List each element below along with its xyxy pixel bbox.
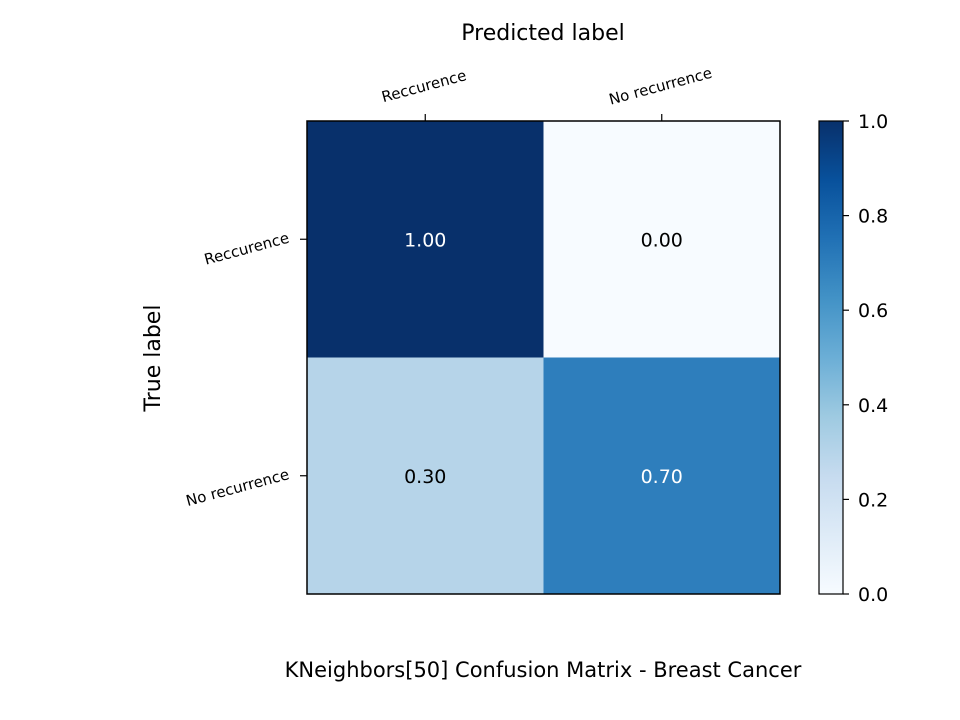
heatmap-cells: 1.00 0.00 0.30 0.70 (307, 121, 780, 594)
x-tick-label: No recurrence (607, 64, 714, 109)
cell-value-label: 0.00 (641, 229, 683, 251)
x-axis-title: Predicted label (461, 21, 624, 46)
y-tick-label: Reccurence (202, 229, 291, 269)
colorbar-tick-label: 1.0 (858, 111, 888, 133)
colorbar-tick-label: 0.0 (858, 584, 888, 606)
colorbar-ticks: 0.0 0.2 0.4 0.6 0.8 1.0 (843, 111, 888, 606)
colorbar-tick-label: 0.8 (858, 206, 888, 228)
x-tick-label: Reccurence (380, 66, 469, 106)
heatmap-cell (543, 121, 780, 358)
heatmap-cell (307, 121, 544, 358)
cell-value-label: 0.70 (641, 466, 683, 488)
colorbar-tick-label: 0.2 (858, 489, 888, 511)
cell-value-label: 0.30 (404, 466, 446, 488)
cell-value-label: 1.00 (404, 229, 446, 251)
colorbar-tick-label: 0.4 (858, 395, 888, 417)
heatmap-cell (307, 357, 544, 594)
heatmap-cell (543, 357, 780, 594)
colorbar-tick-label: 0.6 (858, 300, 888, 322)
colorbar-gradient (818, 120, 844, 595)
chart-title: KNeighbors[50] Confusion Matrix - Breast… (285, 658, 802, 682)
matrix-frame (306, 120, 781, 595)
y-axis-title: True label (141, 305, 166, 413)
y-tick-label: No recurrence (184, 465, 291, 510)
